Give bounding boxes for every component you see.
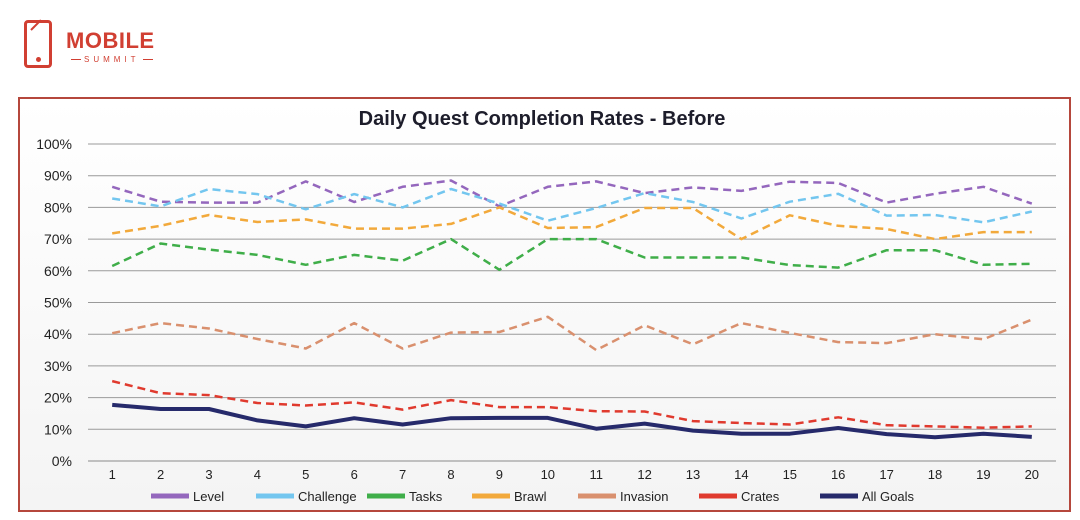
x-tick-label: 4 xyxy=(254,467,261,482)
x-tick-label: 18 xyxy=(928,467,942,482)
x-tick-label: 10 xyxy=(541,467,555,482)
y-tick-label: 20% xyxy=(44,390,72,406)
brand-name: MOBILE xyxy=(66,28,155,53)
legend-label-brawl: Brawl xyxy=(514,489,547,504)
series-line-brawl xyxy=(112,206,1032,241)
legend-label-challenge: Challenge xyxy=(298,489,357,504)
brand-subtitle: SUMMIT xyxy=(68,55,156,65)
legend-label-level: Level xyxy=(193,489,224,504)
x-tick-label: 17 xyxy=(879,467,893,482)
x-tick-label: 12 xyxy=(637,467,651,482)
series-line-level xyxy=(111,179,1033,208)
x-tick-label: 6 xyxy=(351,467,358,482)
chart-frame xyxy=(18,97,1071,512)
y-tick-label: 40% xyxy=(44,326,72,342)
series-line-challenge xyxy=(111,187,1033,224)
y-tick-label: 30% xyxy=(44,358,72,374)
x-tick-label: 2 xyxy=(157,467,164,482)
x-tick-label: 9 xyxy=(496,467,503,482)
x-tick-label: 7 xyxy=(399,467,406,482)
x-tick-label: 16 xyxy=(831,467,845,482)
x-tick-label: 20 xyxy=(1025,467,1039,482)
y-tick-label: 60% xyxy=(44,263,72,279)
y-tick-label: 90% xyxy=(44,168,72,184)
y-tick-label: 10% xyxy=(44,421,72,437)
y-tick-label: 100% xyxy=(36,136,72,152)
chart-title: Daily Quest Completion Rates - Before xyxy=(359,108,726,130)
x-tick-label: 15 xyxy=(783,467,797,482)
series-line-tasks xyxy=(111,237,1032,272)
legend-label-crates: Crates xyxy=(741,489,780,504)
series-line-crates xyxy=(111,379,1032,429)
brand-logo: MOBILE SUMMIT xyxy=(22,18,162,70)
x-tick-label: 8 xyxy=(447,467,454,482)
phone-icon xyxy=(24,19,52,68)
x-tick-label: 11 xyxy=(589,467,603,482)
x-tick-label: 1 xyxy=(109,467,116,482)
legend-label-tasks: Tasks xyxy=(409,489,443,504)
series-line-all-goals xyxy=(112,402,1032,440)
y-tick-label: 50% xyxy=(44,295,72,311)
series-line-invasion xyxy=(111,315,1033,352)
y-tick-label: 70% xyxy=(44,231,72,247)
legend-label-invasion: Invasion xyxy=(620,489,668,504)
x-tick-label: 13 xyxy=(686,467,700,482)
y-tick-label: 0% xyxy=(52,453,72,469)
x-tick-label: 3 xyxy=(205,467,212,482)
x-tick-label: 19 xyxy=(976,467,990,482)
x-tick-label: 5 xyxy=(302,467,309,482)
legend-label-all-goals: All Goals xyxy=(862,489,915,504)
y-tick-label: 80% xyxy=(44,199,72,215)
x-tick-label: 14 xyxy=(734,467,748,482)
